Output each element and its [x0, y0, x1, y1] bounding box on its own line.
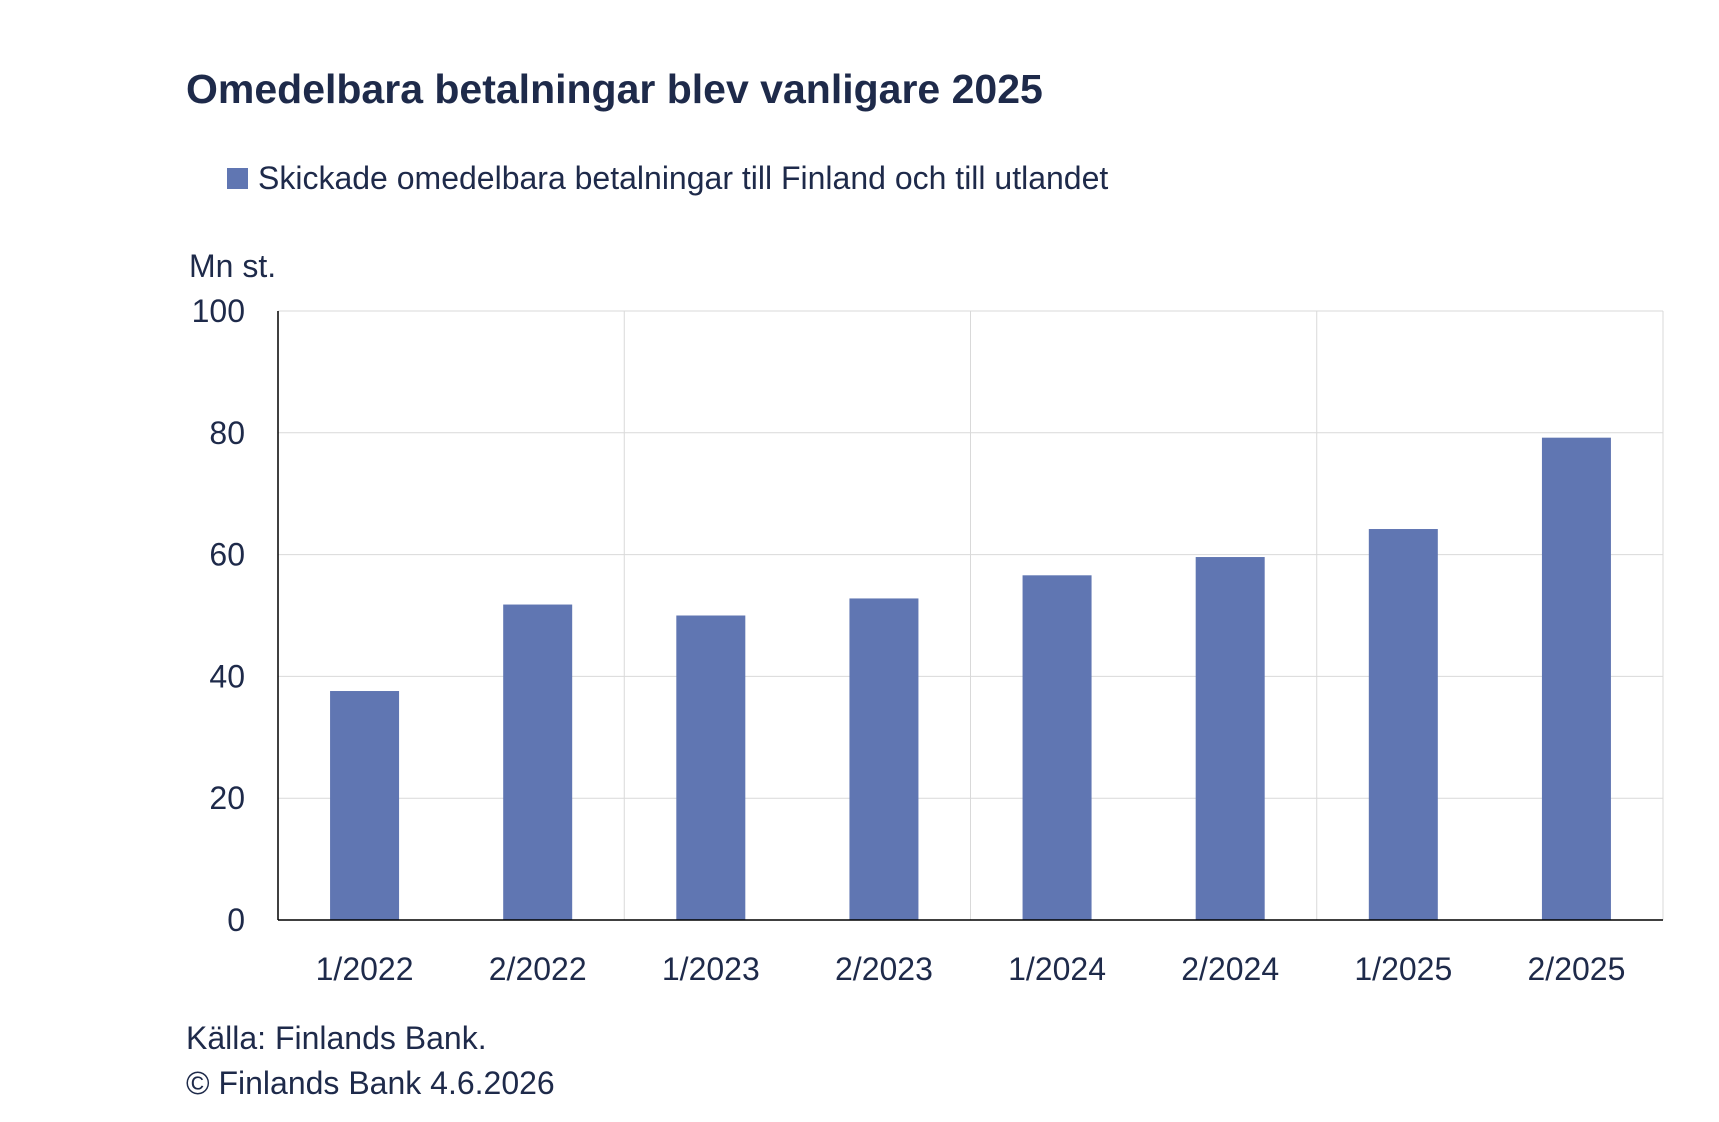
- bar: [1022, 575, 1092, 920]
- bar: [676, 615, 746, 920]
- bar: [1541, 437, 1611, 920]
- x-tick-label: 1/2024: [1008, 951, 1106, 987]
- legend-label: Skickade omedelbara betalningar till Fin…: [258, 160, 1109, 196]
- y-tick-label: 0: [227, 902, 245, 938]
- bar: [1368, 529, 1438, 920]
- legend-swatch: [227, 168, 248, 189]
- x-tick-label: 2/2025: [1528, 951, 1626, 987]
- copyright-note: © Finlands Bank 4.6.2026: [186, 1065, 555, 1101]
- y-tick-label: 100: [192, 293, 245, 329]
- chart-title: Omedelbara betalningar blev vanligare 20…: [186, 66, 1043, 112]
- y-tick-label: 40: [209, 658, 245, 694]
- y-axis-unit-label: Mn st.: [189, 248, 277, 284]
- x-tick-label: 2/2022: [489, 951, 587, 987]
- legend: Skickade omedelbara betalningar till Fin…: [227, 160, 1108, 197]
- bar: [330, 691, 400, 920]
- y-tick-label: 80: [209, 415, 245, 451]
- x-tick-label: 1/2022: [316, 951, 414, 987]
- bar: [849, 598, 919, 920]
- x-tick-label: 2/2023: [835, 951, 933, 987]
- x-tick-label: 1/2023: [662, 951, 760, 987]
- y-tick-label: 60: [209, 537, 245, 573]
- bar: [1195, 557, 1265, 920]
- x-tick-label: 2/2024: [1181, 951, 1279, 987]
- y-tick-label: 20: [209, 780, 245, 816]
- source-note: Källa: Finlands Bank.: [186, 1020, 487, 1056]
- x-tick-label: 1/2025: [1354, 951, 1452, 987]
- bar: [503, 604, 573, 920]
